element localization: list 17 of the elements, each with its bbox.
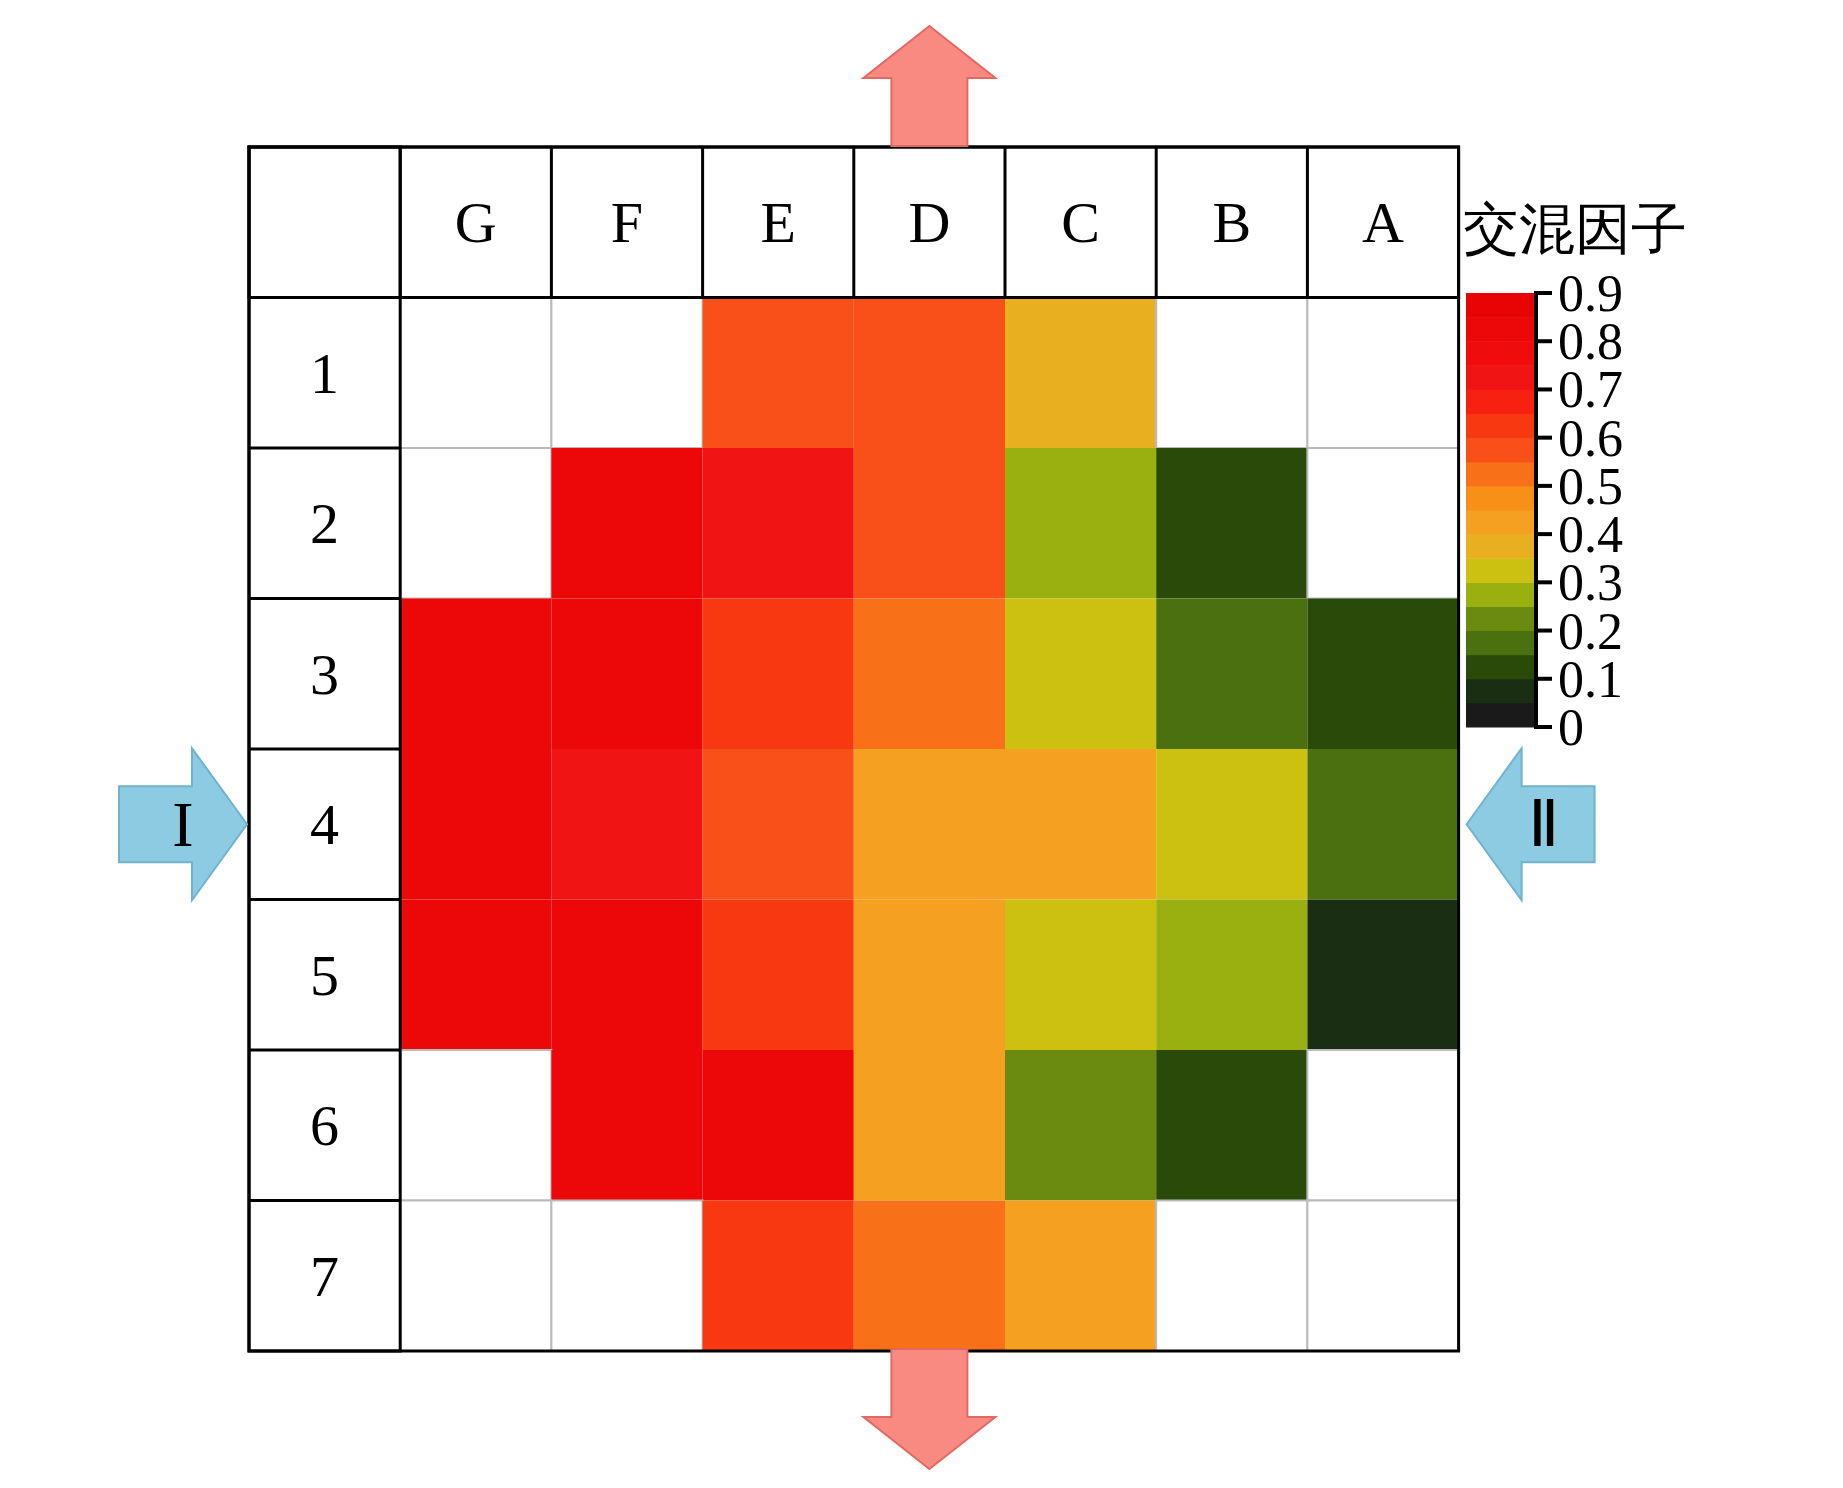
y-tick-label: 1: [310, 340, 340, 406]
x-tick-label: B: [1212, 190, 1252, 256]
y-tick-label: 2: [310, 491, 340, 557]
x-tick-label: A: [1362, 190, 1405, 256]
y-tick-label: 6: [310, 1093, 340, 1159]
y-tick-label: 4: [310, 792, 340, 858]
x-tick-label: C: [1061, 190, 1100, 256]
text: I: [172, 789, 194, 861]
y-tick-label: 7: [310, 1243, 340, 1309]
y-tick-label: 3: [310, 641, 340, 707]
color-bar-title: 交混因子: [1463, 198, 1687, 260]
y-tick-label: 5: [310, 942, 340, 1008]
x-tick-label: F: [610, 190, 644, 256]
x-tick-label: G: [454, 190, 497, 256]
x-tick-label: D: [908, 190, 951, 256]
text: Ⅱ: [1527, 789, 1560, 861]
x-tick-label: E: [760, 190, 796, 256]
